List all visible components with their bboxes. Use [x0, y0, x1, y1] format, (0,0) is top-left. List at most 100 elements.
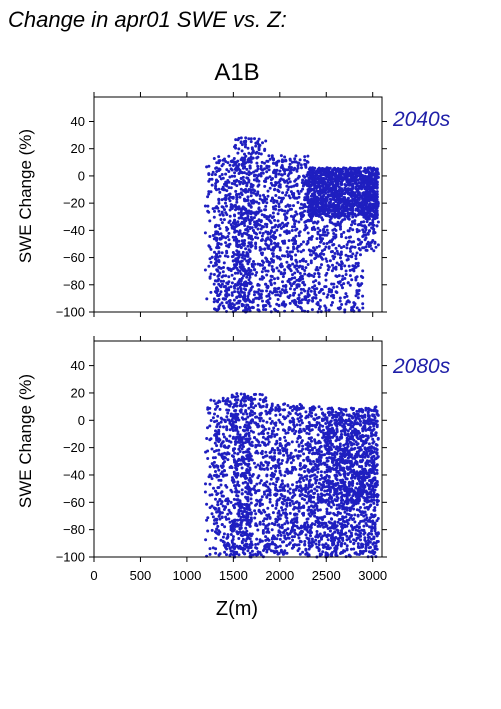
scatter-point: [221, 535, 225, 539]
scatter-point: [235, 243, 239, 247]
scatter-point: [241, 537, 245, 541]
scatter-point: [221, 432, 225, 436]
scatter-point: [242, 171, 246, 175]
scatter-point: [209, 419, 213, 422]
scatter-point: [237, 163, 241, 166]
scatter-point: [309, 289, 313, 293]
scatter-point: [349, 254, 353, 258]
scatter-point: [232, 550, 236, 554]
scatter-point: [234, 414, 237, 418]
scatter-point: [220, 234, 224, 238]
scatter-point: [375, 224, 379, 228]
scatter-point: [332, 285, 336, 289]
scatter-point: [332, 186, 336, 190]
scatter-point: [293, 222, 297, 226]
scatter-point: [350, 202, 354, 206]
scatter-point: [299, 189, 303, 193]
scatter-point: [235, 253, 239, 257]
scatter-point: [224, 160, 228, 163]
scatter-point: [225, 228, 229, 232]
scatter-point: [269, 229, 273, 233]
scatter-point: [297, 220, 301, 224]
scatter-point: [250, 146, 254, 150]
scatter-point: [315, 245, 319, 249]
scatter-point: [306, 263, 310, 266]
scatter-point: [299, 524, 303, 528]
scatter-point: [227, 286, 231, 290]
scatter-point: [217, 422, 221, 425]
scatter-point: [337, 188, 341, 192]
scatter-point: [231, 305, 235, 309]
scatter-point: [268, 186, 272, 190]
scatter-point: [218, 425, 222, 429]
scatter-point: [292, 236, 296, 240]
scatter-point: [302, 452, 306, 456]
scatter-point: [226, 397, 230, 401]
scatter-point: [279, 549, 283, 553]
scatter-point: [257, 283, 261, 287]
scatter-point: [203, 204, 207, 208]
scatter-point: [291, 262, 295, 266]
scatter-point: [245, 269, 249, 273]
scatter-point: [247, 406, 251, 410]
scatter-point: [282, 511, 285, 515]
scatter-point: [253, 223, 257, 227]
scatter-point: [205, 165, 209, 169]
scatter-point: [207, 411, 211, 415]
scatter-point: [230, 539, 234, 543]
scatter-point: [336, 252, 340, 256]
scatter-point: [317, 275, 321, 279]
scatter-point: [240, 256, 244, 259]
scatter-point: [229, 304, 233, 308]
scatter-point: [223, 208, 226, 212]
scatter-point: [226, 512, 230, 516]
scatter-point: [278, 537, 282, 541]
scatter-point: [230, 490, 234, 494]
scatter-point: [270, 265, 274, 268]
scatter-point: [265, 300, 269, 303]
scatter-point: [325, 228, 329, 232]
scatter-point: [229, 186, 233, 190]
scatter-point: [328, 172, 332, 176]
scatter-point: [225, 194, 228, 198]
scatter-point: [345, 246, 349, 250]
scatter-point: [234, 486, 238, 490]
scatter-point: [354, 276, 358, 280]
scatter-point: [290, 229, 294, 232]
scatter-point: [217, 187, 221, 191]
scatter-point: [216, 414, 220, 418]
scatter-point: [356, 166, 360, 170]
scatter-point: [283, 213, 286, 216]
scatter-point: [283, 435, 287, 439]
scatter-point: [297, 300, 301, 304]
scatter-point: [325, 168, 329, 172]
scatter-point: [332, 167, 336, 171]
scatter-point: [288, 287, 292, 291]
scatter-point: [230, 203, 234, 207]
scatter-point: [288, 207, 292, 211]
scatter-point: [224, 172, 228, 176]
scatter-point: [278, 525, 282, 529]
scatter-point: [212, 297, 216, 301]
scatter-point: [297, 195, 301, 199]
scatter-point: [256, 290, 260, 294]
scatter-point: [359, 241, 362, 245]
scatter-point: [293, 517, 296, 521]
scatter-point: [367, 199, 371, 203]
scatter-point: [350, 245, 353, 249]
scatter-point: [239, 283, 243, 287]
scatter-point: [242, 294, 246, 298]
scatter-point: [248, 524, 252, 528]
scatter-point: [223, 451, 227, 455]
scatter-point: [277, 196, 281, 200]
scatter-point: [362, 200, 366, 204]
scatter-point: [236, 483, 240, 487]
scatter-point: [338, 174, 342, 177]
scatter-point: [272, 201, 276, 204]
scatter-point: [334, 246, 338, 250]
scatter-point: [215, 299, 219, 303]
scatter-point: [252, 293, 256, 297]
scatter-point: [224, 456, 227, 460]
scatter-point: [206, 516, 210, 520]
scatter-point: [254, 236, 257, 239]
